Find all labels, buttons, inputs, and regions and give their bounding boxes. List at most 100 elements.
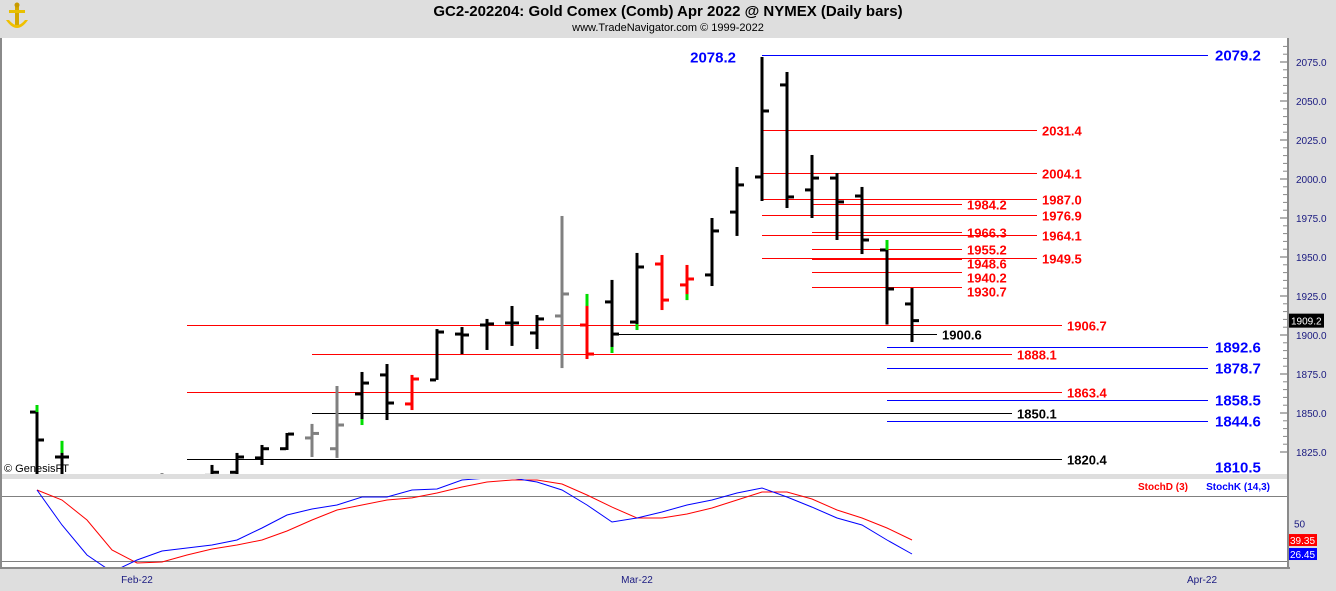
level-label: 1858.5 <box>1215 393 1261 410</box>
last-price-label: 1909.2 <box>1291 317 1322 328</box>
bar-close-tick <box>888 287 894 291</box>
stoch-value-label: 26.45 <box>1290 550 1315 561</box>
price-bar <box>205 464 219 474</box>
bar-open-tick <box>555 314 561 318</box>
watermark: © GenesisFT <box>4 463 69 475</box>
bar-close-tick <box>713 229 719 233</box>
bar-open-tick <box>805 188 811 192</box>
bar-open-tick <box>830 176 836 180</box>
bar-open-tick <box>905 302 911 306</box>
bar-open-tick <box>405 402 411 406</box>
level-label: 1810.5 <box>1215 460 1261 477</box>
bar-range <box>635 252 639 331</box>
bar-close-tick <box>663 298 669 302</box>
y-tick-label: 1950.0 <box>1296 253 1327 264</box>
price-bar <box>905 288 919 343</box>
level-label: 1976.9 <box>1042 209 1082 224</box>
bar-close-tick <box>63 455 69 459</box>
price-bar <box>355 371 369 426</box>
bar-close-tick <box>338 423 344 427</box>
bar-close-tick <box>613 332 619 336</box>
bar-close-tick <box>588 352 594 356</box>
level-label: 2004.1 <box>1042 167 1082 182</box>
bar-open-tick <box>655 262 661 266</box>
price-bar <box>755 57 769 201</box>
bar-range <box>885 239 889 325</box>
level-label: 1844.6 <box>1215 414 1261 431</box>
bar-open-tick <box>730 210 736 214</box>
price-bar <box>630 252 644 331</box>
bar-close-tick <box>288 432 294 436</box>
price-bar <box>880 239 894 325</box>
bar-open-tick <box>605 300 611 304</box>
bar-open-tick <box>680 283 686 287</box>
bar-close-tick <box>763 109 769 113</box>
bar-range <box>460 327 464 355</box>
pane-separator[interactable] <box>0 474 1290 479</box>
bar-range <box>485 318 489 350</box>
bar-mark <box>60 440 64 453</box>
bar-open-tick <box>30 410 36 414</box>
bar-open-tick <box>280 447 286 451</box>
y-tick-label: 1875.0 <box>1296 370 1327 381</box>
price-bar <box>255 444 269 465</box>
x-tick-label: Apr-22 <box>1187 575 1217 586</box>
bar-range <box>285 432 289 450</box>
stoch-value-box <box>1289 534 1317 547</box>
price-bar <box>380 364 394 421</box>
bar-open-tick <box>855 194 861 198</box>
price-bar <box>830 173 844 240</box>
price-bar <box>805 154 819 218</box>
price-axis-line <box>1287 38 1289 569</box>
bar-range <box>260 444 264 465</box>
last-price-box <box>1289 313 1324 328</box>
level-label: 1900.6 <box>942 328 982 343</box>
bar-close-tick <box>513 321 519 325</box>
bar-open-tick <box>455 332 461 336</box>
bar-range <box>385 364 389 421</box>
bar-close-tick <box>738 183 744 187</box>
bar-close-tick <box>638 265 644 269</box>
bar-range <box>210 464 214 474</box>
bar-range <box>610 279 614 353</box>
bar-open-tick <box>580 323 586 327</box>
stochastic-pane[interactable] <box>2 479 1288 567</box>
price-bar <box>430 329 444 382</box>
bar-open-tick <box>780 83 786 87</box>
level-label: 1987.0 <box>1042 193 1082 208</box>
bar-close-tick <box>538 317 544 321</box>
bar-range <box>60 440 64 474</box>
y-tick-label: 1825.0 <box>1296 448 1327 459</box>
bar-mark <box>585 293 589 306</box>
bar-range <box>810 154 814 218</box>
bar-range <box>160 473 164 474</box>
price-bar <box>580 293 594 360</box>
bar-open-tick <box>705 273 711 277</box>
price-bar <box>55 440 69 474</box>
stochk-line <box>36 479 913 567</box>
bar-close-tick <box>838 200 844 204</box>
level-label: 1964.1 <box>1042 229 1082 244</box>
bar-close-tick <box>388 401 394 405</box>
bar-range <box>310 423 314 457</box>
level-label: 1850.1 <box>1017 407 1057 422</box>
bar-open-tick <box>55 455 61 459</box>
x-tick-label: Feb-22 <box>121 575 153 586</box>
bar-close-tick <box>688 277 694 281</box>
bar-range <box>585 293 589 360</box>
level-label: 2078.2 <box>690 50 736 67</box>
price-bar <box>330 386 344 458</box>
price-pane[interactable] <box>2 38 1288 474</box>
stoch-y-tick-label: 50 <box>1294 520 1306 531</box>
bar-range <box>335 386 339 458</box>
bar-close-tick <box>488 322 494 326</box>
bar-close-tick <box>913 319 919 323</box>
price-bar <box>705 218 719 287</box>
y-tick-label: 2000.0 <box>1296 175 1327 186</box>
price-bar <box>780 71 794 209</box>
price-bar <box>530 315 544 350</box>
bar-close-tick <box>238 455 244 459</box>
bar-open-tick <box>305 436 311 440</box>
bar-mark <box>685 294 689 301</box>
